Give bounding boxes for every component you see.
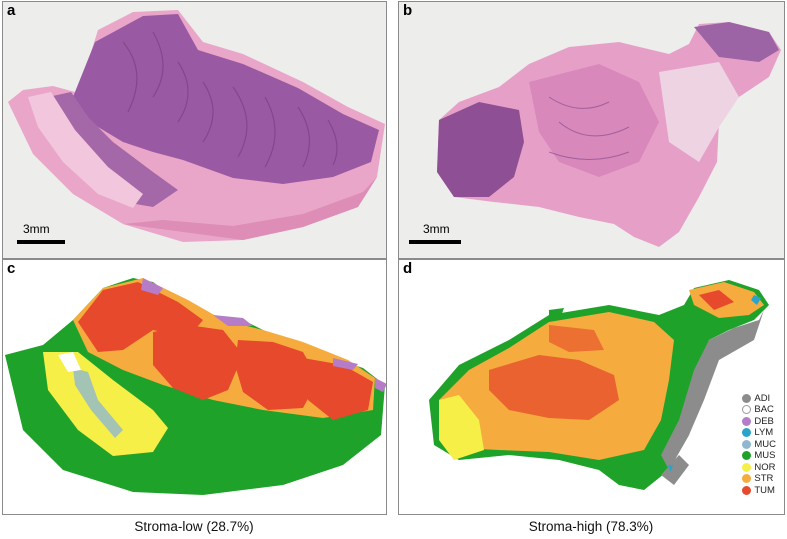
- panel-b-he-image: b 3mm: [398, 1, 785, 259]
- legend-item-adi: ADI: [742, 393, 776, 405]
- scale-text-a: 3mm: [23, 222, 50, 236]
- panel-d-classification-map: d ADI BAC DEB LYM MUC MUS NOR: [398, 259, 785, 515]
- legend-label-str: STR: [754, 473, 774, 485]
- legend-label-tum: TUM: [754, 484, 775, 496]
- legend-dot-lym: [742, 428, 752, 438]
- legend-item-mus: MUS: [742, 450, 776, 462]
- he-tissue-b: [437, 22, 781, 247]
- scale-line-b: [409, 240, 461, 244]
- caption-stroma-high: Stroma-high (78.3%): [528, 519, 654, 534]
- legend-label-bac: BAC: [754, 404, 774, 416]
- caption-stroma-low: Stroma-low (28.7%): [134, 519, 254, 534]
- panel-c-classification-map: c: [2, 259, 387, 515]
- panel-a-he-image: a 3mm: [2, 1, 387, 259]
- legend-label-adi: ADI: [754, 392, 771, 404]
- class-map-d: [429, 280, 769, 490]
- he-tissue-a: [8, 10, 385, 242]
- legend-dot-muc: [742, 439, 752, 449]
- scale-text-b: 3mm: [423, 222, 450, 236]
- legend-dot-nor: [742, 462, 752, 472]
- legend-label-deb: DEB: [754, 415, 774, 427]
- scale-bar-b: 3mm: [409, 222, 469, 250]
- legend-dot-adi: [742, 393, 752, 403]
- panel-b-label: b: [403, 2, 413, 19]
- legend-dot-deb: [742, 416, 752, 426]
- panel-a-label: a: [7, 2, 16, 19]
- legend-label-lym: LYM: [754, 427, 774, 439]
- legend-item-muc: MUC: [742, 439, 776, 451]
- panel-c-label: c: [7, 260, 16, 277]
- legend-label-nor: NOR: [754, 461, 776, 473]
- scale-bar-a: 3mm: [17, 222, 77, 250]
- scale-line-a: [17, 240, 65, 244]
- legend-dot-tum: [742, 485, 752, 495]
- legend-label-muc: MUC: [754, 438, 776, 450]
- legend-item-str: STR: [742, 473, 776, 485]
- class-legend: ADI BAC DEB LYM MUC MUS NOR STR: [742, 393, 776, 497]
- legend-dot-bac: [742, 405, 752, 415]
- legend-item-nor: NOR: [742, 462, 776, 474]
- legend-item-bac: BAC: [742, 404, 776, 416]
- legend-dot-mus: [742, 451, 752, 461]
- legend-item-tum: TUM: [742, 485, 776, 497]
- legend-dot-str: [742, 474, 752, 484]
- legend-label-mus: MUS: [754, 450, 776, 462]
- legend-item-deb: DEB: [742, 416, 776, 428]
- legend-item-lym: LYM: [742, 427, 776, 439]
- class-map-c: [5, 278, 386, 495]
- panel-d-label: d: [403, 260, 413, 277]
